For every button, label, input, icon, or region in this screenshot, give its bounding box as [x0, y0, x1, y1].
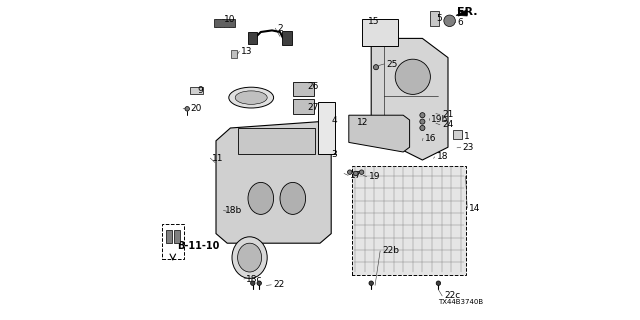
Circle shape: [436, 281, 440, 285]
Polygon shape: [349, 115, 410, 152]
Text: 19: 19: [369, 172, 380, 181]
Text: 7: 7: [250, 256, 255, 265]
Text: 16: 16: [425, 134, 436, 143]
Text: 1: 1: [465, 132, 470, 140]
Bar: [174, 230, 179, 243]
Text: 22b: 22b: [382, 246, 399, 255]
Bar: [214, 19, 236, 27]
Circle shape: [369, 281, 374, 285]
Text: 6: 6: [458, 18, 463, 27]
Ellipse shape: [236, 91, 268, 104]
Text: 14: 14: [469, 204, 481, 212]
Text: 3: 3: [332, 150, 337, 159]
Polygon shape: [216, 122, 332, 243]
Text: 8: 8: [245, 94, 251, 103]
Text: 25: 25: [386, 60, 397, 68]
Text: TX44B3740B: TX44B3740B: [438, 300, 484, 305]
Text: 10: 10: [225, 15, 236, 24]
Text: B-11-10: B-11-10: [178, 241, 220, 252]
Text: 26: 26: [307, 82, 319, 91]
Bar: [362, 19, 398, 46]
Text: 18b: 18b: [225, 206, 243, 215]
Text: 23: 23: [463, 143, 474, 152]
Ellipse shape: [248, 182, 274, 214]
Ellipse shape: [280, 182, 306, 214]
Polygon shape: [456, 10, 467, 16]
Circle shape: [396, 59, 431, 94]
Ellipse shape: [237, 243, 262, 272]
Bar: [430, 11, 440, 26]
Bar: [317, 102, 335, 154]
Text: FR.: FR.: [458, 7, 478, 17]
Text: 18: 18: [436, 152, 448, 161]
Text: 9: 9: [198, 86, 204, 95]
Ellipse shape: [232, 237, 268, 278]
Bar: [166, 230, 172, 243]
Text: 22c: 22c: [444, 292, 460, 300]
Circle shape: [444, 15, 456, 27]
Bar: [239, 128, 315, 154]
Circle shape: [348, 170, 352, 174]
Text: 5: 5: [436, 14, 442, 23]
Bar: [248, 32, 257, 44]
Text: 2: 2: [277, 24, 283, 33]
Text: 24: 24: [442, 120, 453, 129]
Text: 21: 21: [442, 110, 453, 119]
Circle shape: [257, 281, 262, 285]
Circle shape: [420, 119, 425, 124]
Text: 11: 11: [212, 154, 223, 163]
FancyBboxPatch shape: [161, 224, 184, 259]
Polygon shape: [371, 38, 448, 160]
Circle shape: [374, 65, 379, 70]
Text: 22: 22: [273, 280, 285, 289]
Text: 19b: 19b: [431, 115, 448, 124]
Bar: [191, 87, 202, 94]
Text: 12: 12: [356, 118, 368, 127]
Circle shape: [250, 281, 255, 285]
Ellipse shape: [229, 87, 274, 108]
Bar: [292, 99, 314, 114]
Circle shape: [420, 113, 425, 118]
Bar: [453, 130, 463, 139]
Circle shape: [420, 125, 425, 131]
Bar: [292, 82, 314, 96]
Text: 18c: 18c: [246, 275, 262, 284]
Polygon shape: [352, 166, 466, 275]
Circle shape: [360, 170, 364, 174]
Bar: [231, 50, 237, 58]
Bar: [282, 31, 292, 45]
Text: 15: 15: [369, 17, 380, 26]
Text: 27: 27: [307, 103, 319, 112]
Circle shape: [185, 107, 189, 111]
Text: 20: 20: [190, 104, 202, 113]
Text: 4: 4: [332, 116, 337, 125]
Circle shape: [354, 171, 358, 176]
Text: 17: 17: [350, 171, 362, 180]
Text: 13: 13: [241, 47, 253, 56]
